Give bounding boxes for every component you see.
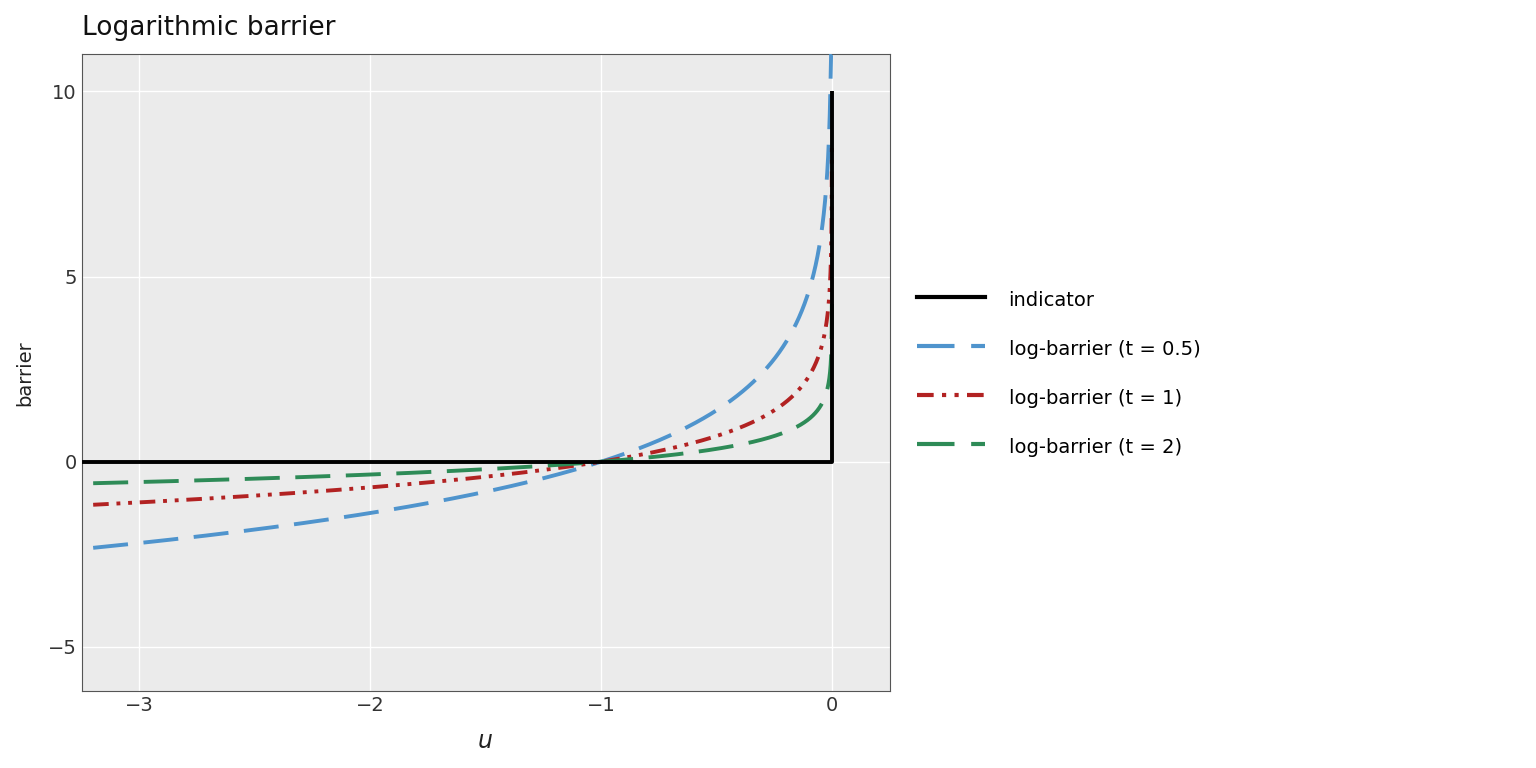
- log-barrier (t = 1): [366, 482, 384, 492]
- Text: Logarithmic barrier: Logarithmic barrier: [81, 15, 335, 41]
- log-barrier (t = 2): [218, 475, 237, 484]
- log-barrier (t = 1): [634, 449, 653, 458]
- Y-axis label: barrier: barrier: [15, 340, 34, 406]
- log-barrier (t = 2): [366, 470, 384, 479]
- log-barrier (t = 0.5): [564, 465, 582, 475]
- log-barrier (t = 1): [823, 142, 842, 151]
- Legend: indicator, log-barrier (t = 0.5), log-barrier (t = 1), log-barrier (t = 2): indicator, log-barrier (t = 0.5), log-ba…: [908, 278, 1210, 468]
- log-barrier (t = 0.5): [84, 543, 103, 552]
- log-barrier (t = 0.5): [634, 442, 653, 451]
- indicator: [72, 457, 91, 466]
- log-barrier (t = 1): [84, 500, 103, 509]
- X-axis label: u: u: [478, 729, 493, 753]
- log-barrier (t = 2): [564, 459, 582, 468]
- log-barrier (t = 0.5): [218, 528, 237, 538]
- log-barrier (t = 0.5): [691, 415, 710, 425]
- log-barrier (t = 1): [564, 462, 582, 471]
- log-barrier (t = 2): [84, 478, 103, 488]
- log-barrier (t = 2): [691, 447, 710, 456]
- indicator: [823, 457, 842, 466]
- log-barrier (t = 0.5): [527, 475, 545, 485]
- log-barrier (t = 2): [527, 462, 545, 471]
- log-barrier (t = 1): [218, 493, 237, 502]
- log-barrier (t = 0.5): [366, 508, 384, 517]
- Line: log-barrier (t = 2): log-barrier (t = 2): [94, 304, 833, 483]
- indicator: [823, 87, 842, 96]
- log-barrier (t = 2): [823, 300, 842, 309]
- Line: log-barrier (t = 1): log-barrier (t = 1): [94, 147, 833, 505]
- log-barrier (t = 0.5): [823, 50, 842, 59]
- log-barrier (t = 1): [691, 436, 710, 445]
- log-barrier (t = 0.5): [822, 50, 840, 59]
- log-barrier (t = 2): [634, 453, 653, 462]
- Line: log-barrier (t = 0.5): log-barrier (t = 0.5): [94, 55, 833, 548]
- Line: indicator: indicator: [81, 91, 833, 462]
- log-barrier (t = 1): [527, 466, 545, 475]
